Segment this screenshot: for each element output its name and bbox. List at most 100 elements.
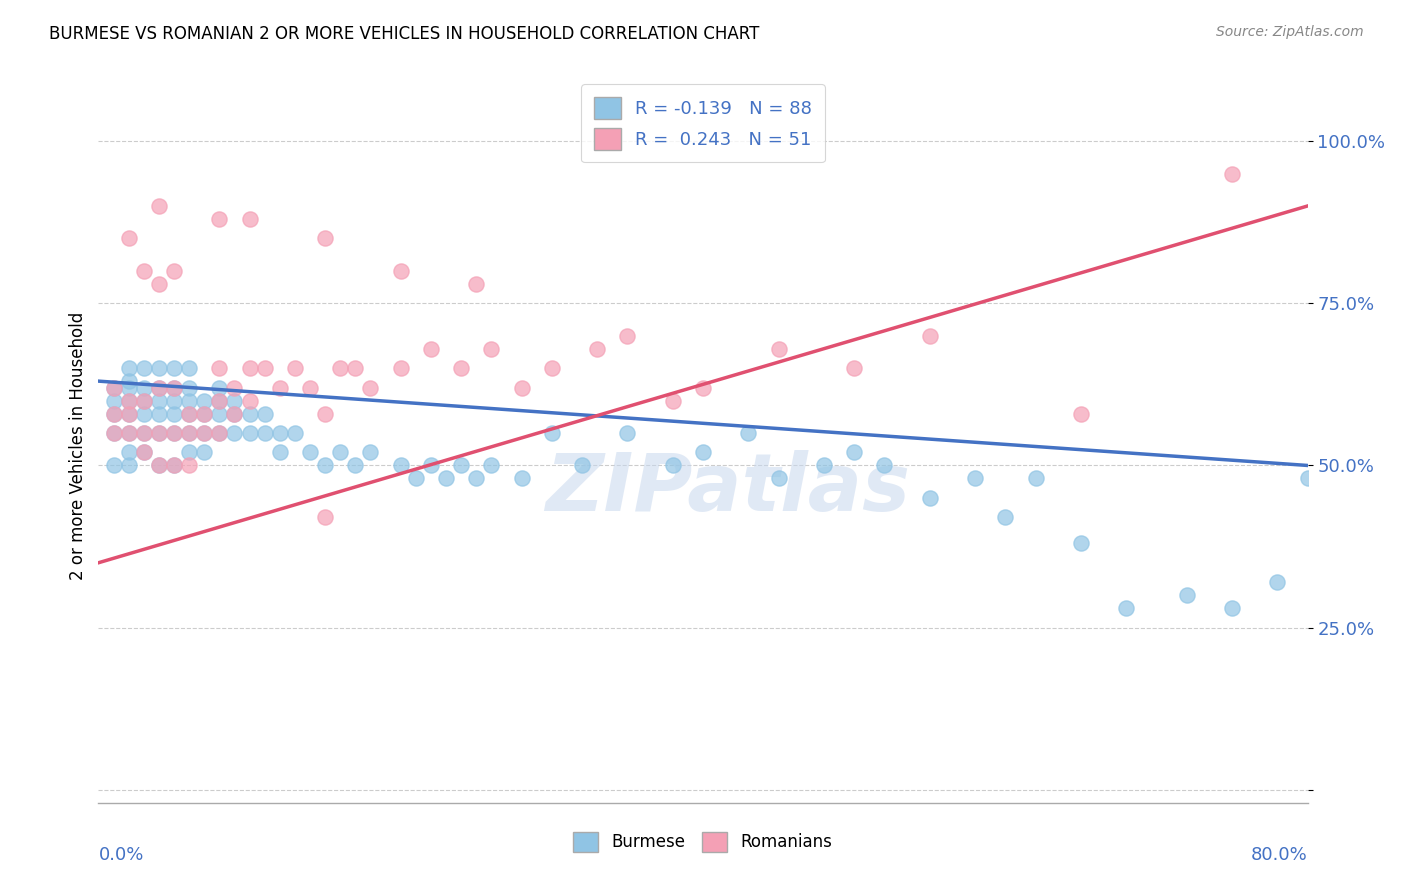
Point: [193, 425, 215, 440]
Point: [465, 471, 488, 485]
Point: [299, 381, 322, 395]
Point: [450, 361, 472, 376]
Point: [389, 264, 412, 278]
Point: [179, 361, 201, 376]
Point: [103, 407, 125, 421]
Point: [132, 445, 155, 459]
Point: [420, 342, 443, 356]
Point: [179, 425, 201, 440]
Point: [389, 361, 412, 376]
Point: [420, 458, 443, 473]
Point: [118, 458, 141, 473]
Point: [163, 381, 186, 395]
Point: [148, 199, 170, 213]
Point: [163, 407, 186, 421]
Point: [179, 458, 201, 473]
Point: [1175, 588, 1198, 602]
Point: [253, 361, 276, 376]
Point: [873, 458, 896, 473]
Point: [616, 425, 638, 440]
Point: [239, 407, 262, 421]
Point: [179, 445, 201, 459]
Point: [132, 393, 155, 408]
Point: [813, 458, 835, 473]
Point: [163, 425, 186, 440]
Point: [193, 425, 215, 440]
Text: Source: ZipAtlas.com: Source: ZipAtlas.com: [1216, 25, 1364, 39]
Legend: Burmese, Romanians: Burmese, Romanians: [567, 825, 839, 859]
Point: [510, 471, 533, 485]
Point: [103, 393, 125, 408]
Point: [103, 425, 125, 440]
Point: [1070, 407, 1092, 421]
Point: [163, 458, 186, 473]
Text: 80.0%: 80.0%: [1251, 846, 1308, 863]
Point: [965, 471, 987, 485]
Point: [193, 445, 215, 459]
Point: [118, 425, 141, 440]
Point: [661, 393, 683, 408]
Point: [571, 458, 593, 473]
Point: [224, 381, 246, 395]
Point: [344, 458, 367, 473]
Point: [179, 407, 201, 421]
Point: [208, 393, 231, 408]
Point: [918, 491, 941, 505]
Point: [616, 328, 638, 343]
Point: [208, 393, 231, 408]
Point: [1024, 471, 1046, 485]
Point: [737, 425, 759, 440]
Point: [148, 458, 170, 473]
Point: [103, 425, 125, 440]
Point: [148, 458, 170, 473]
Point: [269, 425, 291, 440]
Point: [586, 342, 609, 356]
Point: [239, 393, 262, 408]
Point: [450, 458, 472, 473]
Point: [179, 407, 201, 421]
Point: [148, 393, 170, 408]
Point: [994, 510, 1017, 524]
Point: [510, 381, 533, 395]
Point: [103, 381, 125, 395]
Point: [360, 445, 382, 459]
Point: [768, 471, 790, 485]
Point: [269, 381, 291, 395]
Point: [481, 458, 503, 473]
Point: [344, 361, 367, 376]
Point: [103, 458, 125, 473]
Point: [329, 445, 352, 459]
Point: [224, 425, 246, 440]
Text: ZIPatlas: ZIPatlas: [544, 450, 910, 528]
Point: [239, 425, 262, 440]
Point: [148, 381, 170, 395]
Point: [193, 407, 215, 421]
Point: [692, 381, 714, 395]
Point: [224, 393, 246, 408]
Point: [224, 407, 246, 421]
Point: [1220, 601, 1243, 615]
Point: [118, 393, 141, 408]
Point: [163, 264, 186, 278]
Point: [118, 361, 141, 376]
Point: [193, 407, 215, 421]
Point: [540, 425, 562, 440]
Point: [253, 425, 276, 440]
Point: [1115, 601, 1137, 615]
Point: [148, 407, 170, 421]
Point: [540, 361, 562, 376]
Point: [163, 393, 186, 408]
Point: [284, 425, 307, 440]
Point: [208, 425, 231, 440]
Point: [132, 425, 155, 440]
Point: [132, 445, 155, 459]
Point: [844, 361, 866, 376]
Point: [179, 425, 201, 440]
Point: [208, 361, 231, 376]
Point: [208, 381, 231, 395]
Point: [132, 407, 155, 421]
Point: [163, 425, 186, 440]
Point: [239, 361, 262, 376]
Point: [193, 393, 215, 408]
Point: [405, 471, 427, 485]
